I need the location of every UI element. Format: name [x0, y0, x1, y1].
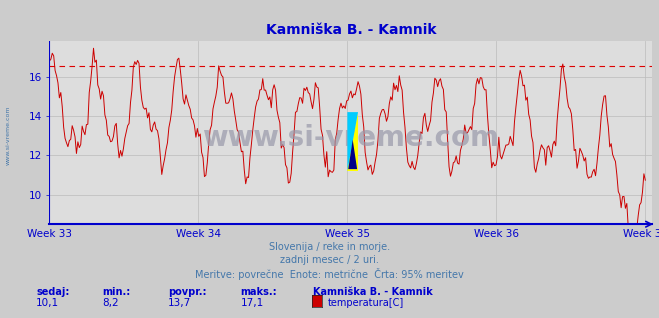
Text: povpr.:: povpr.:: [168, 287, 206, 297]
Polygon shape: [347, 112, 358, 171]
Text: 10,1: 10,1: [36, 298, 59, 308]
Text: Meritve: povrečne  Enote: metrične  Črta: 95% meritev: Meritve: povrečne Enote: metrične Črta: …: [195, 268, 464, 280]
Text: maks.:: maks.:: [241, 287, 277, 297]
Text: temperatura[C]: temperatura[C]: [328, 298, 404, 308]
Text: 13,7: 13,7: [168, 298, 191, 308]
Text: 8,2: 8,2: [102, 298, 119, 308]
Polygon shape: [348, 140, 357, 169]
Text: Kamniška B. - Kamnik: Kamniška B. - Kamnik: [313, 287, 433, 297]
Text: sedaj:: sedaj:: [36, 287, 70, 297]
Polygon shape: [347, 112, 358, 171]
Text: zadnji mesec / 2 uri.: zadnji mesec / 2 uri.: [280, 255, 379, 265]
Text: min.:: min.:: [102, 287, 130, 297]
Text: www.si-vreme.com: www.si-vreme.com: [202, 124, 500, 152]
Text: Slovenija / reke in morje.: Slovenija / reke in morje.: [269, 242, 390, 252]
Text: www.si-vreme.com: www.si-vreme.com: [5, 105, 11, 165]
Title: Kamniška B. - Kamnik: Kamniška B. - Kamnik: [266, 24, 436, 38]
Text: 17,1: 17,1: [241, 298, 264, 308]
